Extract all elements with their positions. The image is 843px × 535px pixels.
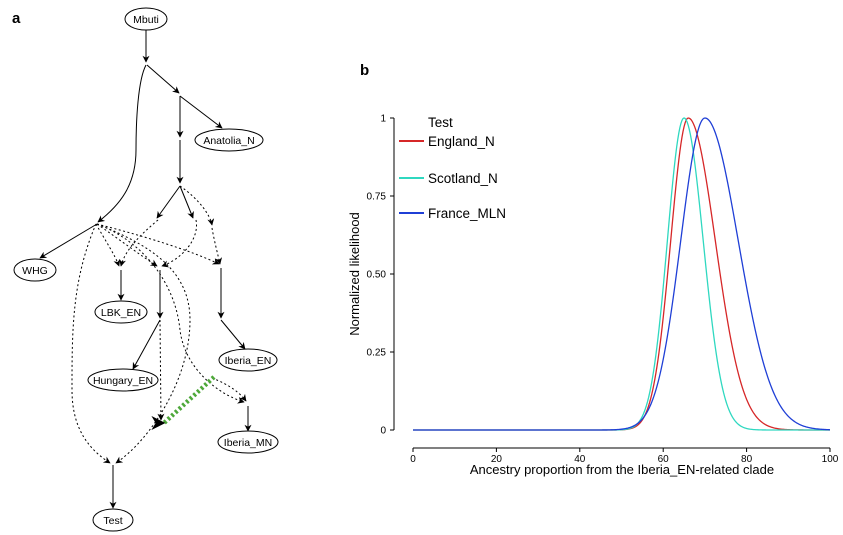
node-label-test: Test bbox=[103, 515, 122, 527]
legend: Test England_N Scotland_N France_MLN bbox=[399, 115, 506, 221]
node-iberia-mn bbox=[217, 430, 279, 454]
node-label-anatolia-n: Anatolia_N bbox=[203, 135, 254, 147]
series-line-france-mln bbox=[413, 117, 831, 431]
node-label-whg: WHG bbox=[22, 265, 48, 277]
node-label-iberia-en: Iberia_EN bbox=[225, 355, 272, 367]
y-tick-label: 0 bbox=[380, 426, 386, 437]
series-line-scotland-n bbox=[413, 117, 830, 431]
graph-edges bbox=[39, 30, 252, 509]
y-tick-label: 0.75 bbox=[367, 192, 387, 203]
graph-node-labels: Mbuti Anatolia_N WHG LBK_EN Iberia_EN Hu… bbox=[22, 14, 272, 527]
x-tick-label: 60 bbox=[658, 454, 670, 465]
node-lbk-en bbox=[94, 300, 148, 324]
node-mbuti bbox=[124, 7, 168, 31]
y-ticks: 0 0.25 0.50 0.75 1 bbox=[367, 114, 394, 437]
panel-a-label: a bbox=[12, 10, 21, 27]
panel-b-label: b bbox=[360, 62, 369, 79]
legend-title: Test bbox=[428, 115, 453, 130]
node-hungary-en bbox=[87, 368, 159, 392]
admixture-graph: a bbox=[12, 7, 279, 532]
x-ticks: 0 20 40 60 80 100 bbox=[410, 448, 839, 465]
legend-label: France_MLN bbox=[428, 206, 506, 221]
node-label-mbuti: Mbuti bbox=[133, 14, 159, 26]
series-lines bbox=[413, 117, 831, 431]
likelihood-chart: b 0 0.25 0.50 0.75 1 0 20 40 60 80 100 Normalized… bbox=[347, 62, 839, 477]
y-tick-label: 0.25 bbox=[367, 348, 387, 359]
x-tick-label: 80 bbox=[741, 454, 753, 465]
x-tick-label: 0 bbox=[410, 454, 416, 465]
node-label-lbk-en: LBK_EN bbox=[101, 307, 141, 319]
node-whg bbox=[13, 258, 57, 282]
node-label-hungary-en: Hungary_EN bbox=[93, 375, 153, 387]
x-tick-label: 100 bbox=[822, 454, 839, 465]
legend-label: England_N bbox=[428, 134, 495, 149]
node-label-iberia-mn: Iberia_MN bbox=[224, 437, 272, 449]
x-tick-label: 40 bbox=[574, 454, 586, 465]
graph-nodes bbox=[13, 7, 279, 532]
legend-label: Scotland_N bbox=[428, 171, 498, 186]
series-line-england-n bbox=[413, 117, 830, 431]
legend-items: England_N Scotland_N France_MLN bbox=[399, 134, 506, 221]
node-anatolia-n bbox=[194, 128, 264, 152]
x-axis-title: Ancestry proportion from the Iberia_EN-r… bbox=[470, 462, 774, 477]
node-test bbox=[92, 508, 134, 532]
x-tick-label: 20 bbox=[491, 454, 503, 465]
node-iberia-en bbox=[218, 348, 278, 372]
y-tick-label: 1 bbox=[380, 114, 386, 125]
y-axis-title: Normalized likelihood bbox=[347, 212, 362, 336]
y-tick-label: 0.50 bbox=[367, 270, 387, 281]
